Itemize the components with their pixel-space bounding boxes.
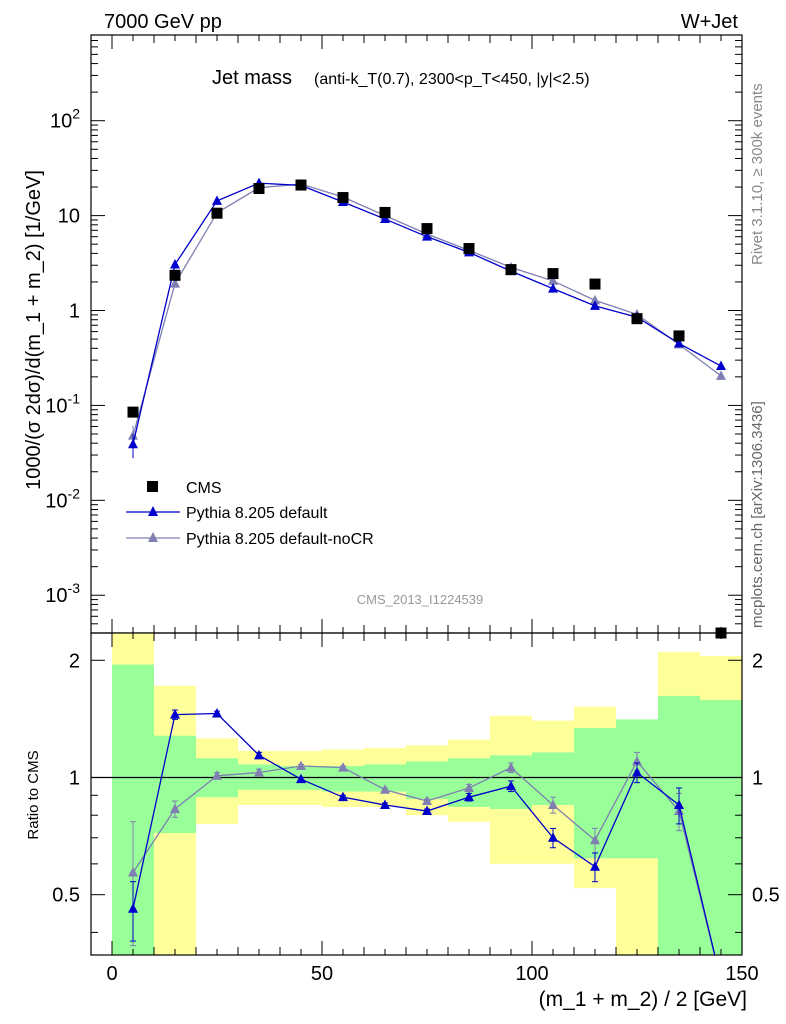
chart-subtitle: (anti-k_T(0.7), 2300<p_T<450, |y|<2.5)	[314, 71, 590, 88]
default-ratio-marker	[170, 709, 180, 719]
legend-label-cms: CMS	[186, 480, 222, 497]
default-ratio-marker	[548, 832, 558, 842]
y-tick-label: 10-2	[45, 485, 80, 512]
legend-marker-nocr	[148, 532, 158, 542]
ratio-y-tick-label: 2	[69, 650, 80, 672]
x-tick-label: 150	[725, 963, 758, 985]
default-marker	[674, 337, 684, 348]
cms-marker	[505, 264, 517, 276]
legend-marker-cms	[147, 481, 158, 492]
legend: CMS Pythia 8.205 default Pythia 8.205 de…	[126, 480, 374, 548]
default-marker	[422, 231, 432, 241]
analysis-watermark: CMS_2013_I1224539	[357, 592, 484, 607]
nocr-ratio-marker	[548, 799, 558, 809]
ratio-y-tick-label: 2	[752, 650, 763, 672]
default-marker	[212, 195, 222, 205]
nocr-ratio-marker	[464, 782, 474, 792]
y-tick-label: 10-1	[45, 390, 80, 417]
nocr-ratio-marker	[212, 770, 222, 780]
default-marker	[716, 360, 726, 371]
nocr-ratio-marker	[170, 803, 180, 813]
legend-label-default: Pythia 8.205 default	[186, 505, 328, 522]
green-band-bin	[532, 752, 574, 805]
default-ratio-marker	[212, 707, 222, 718]
nocr-ratio-marker	[296, 760, 306, 771]
nocr-ratio-marker	[254, 766, 264, 777]
nocr-series-line	[132, 183, 722, 436]
ratio-y-tick-label: 0.5	[52, 885, 80, 907]
x-tick-label: 0	[106, 963, 117, 985]
cms-marker	[295, 179, 307, 191]
nocr-marker	[590, 294, 600, 305]
default-ratio-marker	[632, 766, 642, 777]
legend-marker-default	[148, 506, 158, 516]
default-ratio-marker	[254, 749, 264, 760]
cms-marker	[127, 406, 139, 418]
nocr-ratio-marker	[506, 762, 516, 772]
default-ratio-marker	[128, 903, 138, 913]
default-marker	[590, 300, 600, 310]
mcplots-label: mcplots.cern.ch [arXiv:1306.3436]	[749, 401, 766, 628]
nocr-ratio-marker	[380, 784, 390, 794]
nocr-marker	[170, 278, 180, 288]
ratio-y-tick-label: 1	[69, 767, 80, 789]
nocr-ratio-marker	[422, 795, 432, 806]
default-marker	[380, 213, 390, 224]
ratio-y-axis-title: Ratio to CMS	[25, 750, 42, 839]
header-left: 7000 GeV pp	[104, 11, 222, 33]
default-ratio-marker	[674, 799, 684, 809]
nocr-marker	[548, 275, 558, 285]
ratio-panel: 0 50 100 150 0.5 0.5 1 1 2 2	[52, 632, 780, 985]
green-band-bin	[700, 700, 742, 955]
default-marker	[170, 259, 180, 269]
rivet-label: Rivet 3.1.10, ≥ 300k events	[749, 83, 766, 265]
y-tick-label: 1	[69, 301, 80, 323]
y-axis-title: 1000/(σ 2dσ)/d(m_1 + m_2) [1/GeV]	[23, 170, 45, 490]
nocr-ratio-marker	[338, 762, 348, 772]
nocr-marker	[716, 370, 726, 380]
cms-marker	[421, 223, 433, 235]
legend-label-nocr: Pythia 8.205 default-noCR	[186, 531, 374, 548]
x-axis-title: (m_1 + m_2) / 2 [GeV]	[539, 988, 747, 1011]
cms-marker	[253, 183, 265, 195]
nocr-ratio-marker	[128, 867, 138, 877]
chart-title: Jet mass	[212, 67, 292, 89]
y-tick-label: 102	[50, 106, 80, 133]
header-right: W+Jet	[681, 11, 739, 33]
default-ratio-marker	[422, 805, 432, 816]
cms-marker	[463, 243, 475, 255]
cms-marker	[379, 206, 391, 218]
default-ratio-marker	[338, 791, 348, 802]
cms-marker	[589, 278, 601, 290]
cms-marker	[547, 268, 559, 280]
default-ratio-marker	[296, 773, 306, 784]
x-tick-label: 100	[515, 963, 548, 985]
cms-marker	[673, 330, 685, 342]
cms-marker	[211, 207, 223, 219]
default-ratio-marker	[464, 791, 474, 802]
main-panel: 10-3 10-2 10-1 1 10 102	[45, 34, 743, 639]
nocr-ratio-marker	[590, 834, 600, 845]
cms-marker	[169, 269, 181, 281]
default-ratio-marker	[590, 861, 600, 871]
y-tick-label: 10	[58, 206, 80, 228]
ratio-frame	[90, 632, 743, 956]
y-tick-label: 10-3	[45, 580, 80, 607]
ratio-y-tick-label: 1	[752, 767, 763, 789]
default-marker	[128, 438, 138, 449]
cms-marker	[337, 192, 349, 204]
x-tick-label: 50	[311, 963, 333, 985]
green-band-bin	[406, 761, 448, 800]
cms-marker	[631, 313, 643, 325]
ratio-y-tick-label: 0.5	[752, 885, 780, 907]
default-ratio-marker	[380, 799, 390, 809]
default-marker	[548, 283, 558, 293]
default-ratio-marker	[506, 780, 516, 791]
